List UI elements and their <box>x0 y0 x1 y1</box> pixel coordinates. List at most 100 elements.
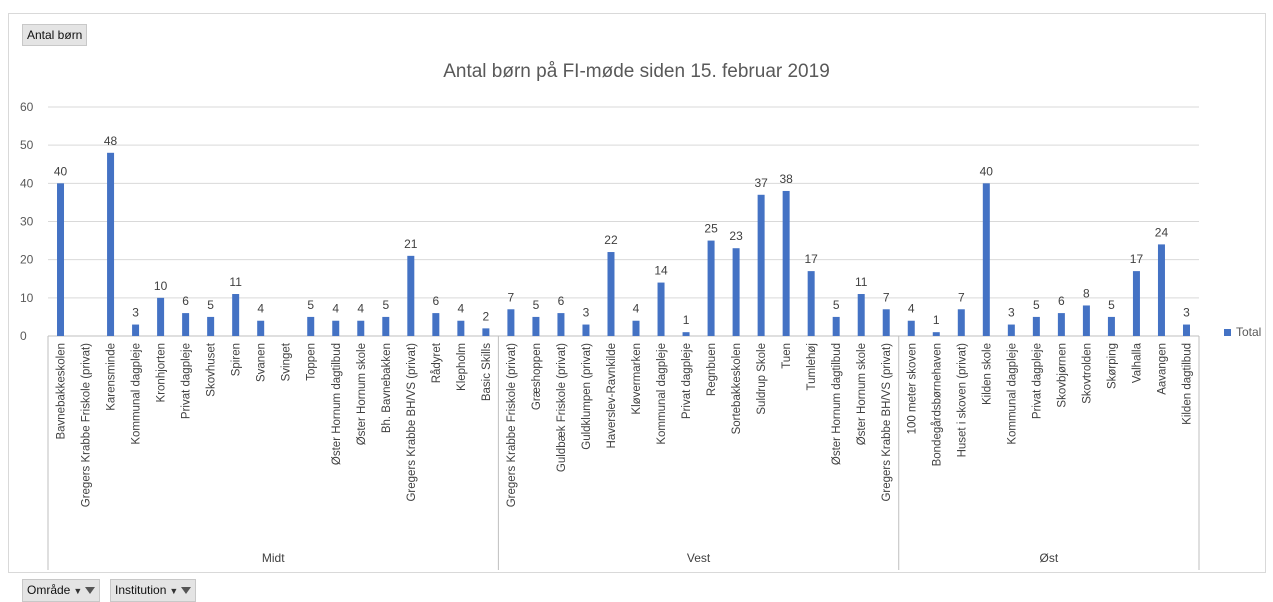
area-field-button[interactable]: Område ▼ <box>22 579 101 602</box>
bar <box>532 316 540 336</box>
category-label: Bavnebakkeskolen <box>56 343 68 440</box>
category-label: Kommunal dagpleje <box>131 343 143 445</box>
data-label: 48 <box>104 134 118 148</box>
data-label: 11 <box>855 275 868 289</box>
data-label: 6 <box>558 294 565 308</box>
category-label: Spiren <box>231 343 243 376</box>
category-label: Skovhuset <box>206 342 218 397</box>
data-label: 7 <box>883 290 890 304</box>
y-tick-label: 20 <box>20 253 34 267</box>
bar <box>1157 244 1165 336</box>
bar <box>1082 305 1090 336</box>
category-label: Græshoppen <box>531 343 543 410</box>
category-label: Svinget <box>281 342 293 381</box>
data-label: 7 <box>958 290 965 304</box>
bar <box>907 320 915 336</box>
data-label: 10 <box>154 279 168 293</box>
bar <box>582 324 590 336</box>
data-label: 11 <box>229 275 242 289</box>
bar <box>1057 313 1065 336</box>
data-label: 21 <box>404 237 418 251</box>
bar <box>457 320 465 336</box>
data-label: 5 <box>1033 298 1040 312</box>
data-label: 5 <box>307 298 314 312</box>
data-label: 6 <box>432 294 439 308</box>
category-label: Basic Skills <box>481 343 493 401</box>
bar <box>857 294 865 336</box>
data-label: 6 <box>182 294 189 308</box>
category-label: Aavangen <box>1156 343 1168 395</box>
data-label: 5 <box>1108 298 1115 312</box>
bar <box>657 282 665 336</box>
category-label: Privat dagpleje <box>1031 343 1043 419</box>
category-label: Øster Hornum skole <box>856 343 868 445</box>
group-label: Øst <box>1040 551 1059 565</box>
category-label: Kilden dagtilbud <box>1181 343 1193 425</box>
category-label: Gregers Krabbe BH/VS (privat) <box>881 343 893 502</box>
bar <box>1132 271 1140 336</box>
bar <box>632 320 640 336</box>
bar <box>307 316 315 336</box>
chart-area <box>8 13 1266 573</box>
category-label: Bh. Bavnebakken <box>381 343 393 433</box>
data-label: 4 <box>458 302 465 316</box>
value-field-label: Antal børn <box>27 28 83 42</box>
category-label: Skovbjørnen <box>1056 343 1068 408</box>
category-label: Guldbæk Friskole (privat) <box>556 343 568 472</box>
data-label: 4 <box>633 302 640 316</box>
category-label: Øster Hornum dagtilbud <box>331 343 343 465</box>
legend[interactable]: Total <box>1224 325 1261 339</box>
category-label: Svanen <box>256 343 268 382</box>
bar <box>507 309 515 336</box>
category-label: Kløvermarken <box>631 343 643 415</box>
category-label: Gregers Krabbe Friskole (privat) <box>81 343 93 507</box>
chart-title: Antal børn på FI-møde siden 15. februar … <box>443 61 830 82</box>
dropdown-caret-icon: ▼ <box>73 586 83 596</box>
data-label: 1 <box>683 313 690 327</box>
bar <box>782 190 790 336</box>
category-label: Privat dagpleje <box>681 343 693 419</box>
category-label: Skovtrolden <box>1081 343 1093 404</box>
category-label: Karensminde <box>106 343 118 411</box>
data-label: 17 <box>1130 252 1144 266</box>
bar <box>607 252 615 336</box>
data-label: 22 <box>604 233 618 247</box>
institution-field-button[interactable]: Institution ▼ <box>110 579 197 602</box>
data-label: 23 <box>729 229 743 243</box>
data-label: 4 <box>332 302 339 316</box>
data-label: 7 <box>508 290 515 304</box>
filter-icon <box>181 587 192 595</box>
area-field-label: Område <box>27 583 71 597</box>
data-label: 40 <box>980 164 994 178</box>
bar <box>832 316 840 336</box>
bar <box>232 294 240 336</box>
category-label: Suldrup Skole <box>756 343 768 415</box>
category-label: Gregers Krabbe Friskole (privat) <box>506 343 518 507</box>
bar <box>732 248 740 336</box>
category-label: Kommunal dagpleje <box>656 343 668 445</box>
category-label: Skørping <box>1106 343 1118 389</box>
category-label: Kommunal dagpleje <box>1006 343 1018 445</box>
data-label: 3 <box>132 306 139 320</box>
data-label: 3 <box>1183 306 1190 320</box>
bar <box>932 332 940 336</box>
category-label: Klepholm <box>456 343 468 391</box>
category-label: Bondegårdsbørnehaven <box>931 343 943 466</box>
category-label: Rådyret <box>431 342 443 383</box>
y-tick-label: 0 <box>20 329 27 343</box>
legend-label: Total <box>1236 325 1262 339</box>
data-label: 25 <box>704 222 718 236</box>
data-label: 5 <box>833 298 840 312</box>
value-field-button[interactable]: Antal børn <box>22 24 88 46</box>
data-label: 5 <box>533 298 540 312</box>
bar <box>882 309 890 336</box>
group-label: Midt <box>262 551 285 565</box>
bar <box>107 152 115 336</box>
filter-icon <box>85 587 96 595</box>
category-label: Gregers Krabbe BH/VS (privat) <box>406 343 418 502</box>
data-label: 5 <box>207 298 214 312</box>
category-label: Huset i skoven (privat) <box>956 343 968 458</box>
bar <box>682 332 690 336</box>
category-label: Valhalla <box>1131 342 1143 383</box>
